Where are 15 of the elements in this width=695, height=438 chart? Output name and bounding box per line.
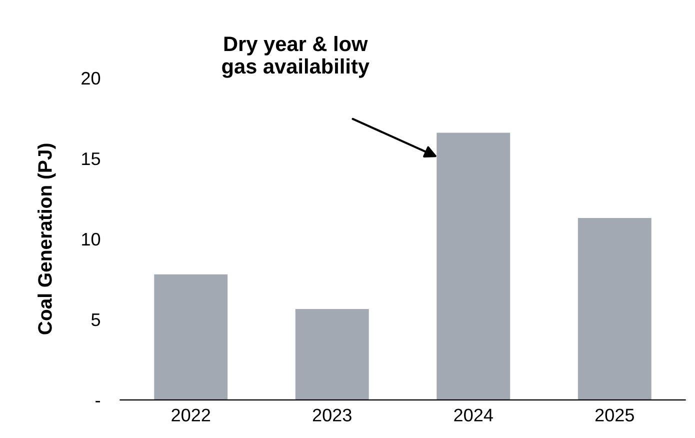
bar [578, 218, 652, 400]
x-tick-label: 2024 [454, 408, 493, 422]
bar [436, 132, 510, 400]
y-tick-label: 10 [82, 232, 100, 246]
x-tick-label: 2025 [595, 408, 634, 422]
y-tick-label: 5 [91, 314, 100, 326]
y-axis-title: Coal Generation (PJ) [38, 144, 56, 334]
bar [154, 274, 228, 400]
y-tick-label: 20 [82, 72, 100, 85]
x-tick-label: 2022 [172, 408, 210, 422]
y-tick-label: - [96, 400, 100, 402]
text: Dry year & low gas availability [222, 36, 370, 78]
x-tick-label: 2023 [312, 408, 352, 422]
y-tick-label: 15 [82, 152, 100, 166]
bar [295, 308, 369, 400]
